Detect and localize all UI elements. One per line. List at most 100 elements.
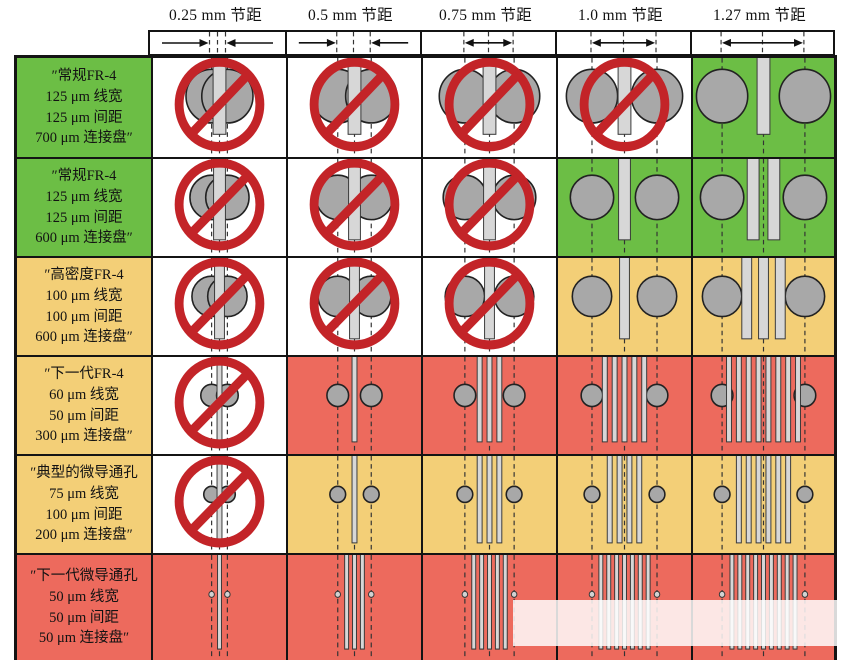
trace-bar bbox=[741, 258, 753, 340]
trace-bar bbox=[351, 456, 358, 544]
pitch-indicator-5 bbox=[690, 32, 833, 54]
trace-bar bbox=[631, 357, 638, 443]
trace-bar bbox=[785, 456, 792, 544]
matrix-cell-r1c5 bbox=[691, 58, 834, 157]
trace-bar bbox=[636, 456, 643, 544]
escape-routing-drawing bbox=[288, 58, 421, 157]
column-title-3: 0.75 mm 节距 bbox=[439, 7, 532, 24]
trace-bar bbox=[753, 555, 759, 650]
trace-bar bbox=[486, 456, 493, 544]
escape-routing-drawing bbox=[693, 555, 834, 660]
pitch-arrow-icon bbox=[463, 32, 514, 54]
trace-bar bbox=[611, 357, 618, 443]
matrix-cell-r5c4 bbox=[556, 454, 691, 553]
trace-bar bbox=[359, 555, 365, 650]
matrix-cell-r6c5 bbox=[691, 553, 834, 660]
matrix-cell-r3c4 bbox=[556, 256, 691, 355]
trace-bar bbox=[756, 58, 771, 135]
matrix-cell-r6c1 bbox=[151, 553, 286, 660]
escape-routing-drawing bbox=[423, 58, 556, 157]
row-label-5: ″典型的微导通孔 75 μm 线宽 100 μm 间距 200 μm 连接盘″ bbox=[17, 454, 151, 553]
matrix-cell-r5c3 bbox=[421, 454, 556, 553]
prohibition-icon bbox=[174, 357, 265, 449]
trace-bar bbox=[785, 357, 792, 443]
matrix-cell-r2c5 bbox=[691, 157, 834, 256]
escape-routing-drawing bbox=[423, 159, 556, 256]
trace-bar bbox=[487, 555, 492, 650]
trace-bar bbox=[344, 555, 350, 650]
escape-routing-drawing bbox=[288, 456, 421, 553]
matrix-cell-r5c5 bbox=[691, 454, 834, 553]
pitch-header-band bbox=[148, 30, 835, 56]
trace-bar bbox=[471, 555, 477, 650]
escape-routing-drawing bbox=[153, 456, 286, 553]
prohibition-icon bbox=[174, 456, 265, 548]
trace-bar bbox=[758, 258, 769, 340]
prohibition-icon bbox=[309, 258, 400, 350]
matrix-cell-r3c1 bbox=[151, 256, 286, 355]
escape-routing-drawing bbox=[153, 555, 286, 660]
trace-bar bbox=[496, 456, 503, 544]
trace-bar bbox=[621, 357, 628, 443]
matrix-cell-r3c2 bbox=[286, 256, 421, 355]
pitch-indicator-3 bbox=[420, 32, 555, 54]
pitch-arrow-icon bbox=[162, 32, 273, 54]
trace-bar bbox=[737, 555, 743, 650]
trace-bar bbox=[784, 555, 790, 650]
trace-bar bbox=[641, 357, 648, 443]
prohibition-icon bbox=[444, 58, 535, 152]
trace-bar bbox=[735, 357, 742, 443]
trace-bar bbox=[767, 159, 781, 241]
matrix-cell-r3c3 bbox=[421, 256, 556, 355]
escape-routing-drawing bbox=[423, 555, 556, 660]
trace-bar bbox=[726, 357, 732, 443]
escape-routing-drawing bbox=[153, 258, 286, 355]
matrix-cell-r1c1 bbox=[151, 58, 286, 157]
trace-bar bbox=[745, 357, 752, 443]
trace-bar bbox=[476, 357, 483, 443]
trace-bar bbox=[494, 555, 500, 650]
trace-bar bbox=[629, 555, 635, 650]
escape-routing-drawing bbox=[558, 58, 691, 157]
trace-bar bbox=[496, 357, 503, 443]
prohibition-icon bbox=[309, 159, 400, 251]
prohibition-icon bbox=[174, 159, 265, 251]
escape-routing-drawing bbox=[153, 159, 286, 256]
trace-bar bbox=[735, 456, 742, 544]
trace-bar bbox=[352, 555, 357, 650]
column-title-2: 0.5 mm 节距 bbox=[308, 7, 393, 24]
trace-bar bbox=[618, 159, 631, 241]
trace-bar bbox=[775, 357, 782, 443]
trace-bar bbox=[755, 456, 762, 544]
escape-routing-drawing bbox=[693, 456, 834, 553]
prohibition-icon bbox=[444, 159, 535, 251]
matrix-cell-r2c1 bbox=[151, 157, 286, 256]
matrix-cell-r5c2 bbox=[286, 454, 421, 553]
matrix-cell-r1c3 bbox=[421, 58, 556, 157]
escape-routing-drawing bbox=[423, 258, 556, 355]
matrix-cell-r4c1 bbox=[151, 355, 286, 454]
trace-bar bbox=[502, 555, 508, 650]
trace-bar bbox=[776, 555, 782, 650]
pitch-indicator-4 bbox=[555, 32, 690, 54]
column-title-4: 1.0 mm 节距 bbox=[578, 7, 663, 24]
trace-bar bbox=[606, 456, 613, 544]
trace-bar bbox=[486, 357, 493, 443]
row-label-6: ″下一代微导通孔 50 μm 线宽 50 μm 间距 50 μm 连接盘″ bbox=[17, 553, 151, 660]
escape-routing-drawing bbox=[693, 159, 834, 256]
trace-bar bbox=[768, 555, 774, 650]
trace-bar bbox=[792, 555, 798, 650]
trace-bar bbox=[479, 555, 485, 650]
escape-routing-drawing bbox=[288, 159, 421, 256]
matrix-cell-r6c4 bbox=[556, 553, 691, 660]
escape-routing-drawing bbox=[153, 357, 286, 454]
trace-bar bbox=[616, 456, 623, 544]
trace-bar bbox=[761, 555, 766, 650]
trace-bar bbox=[626, 456, 633, 544]
escape-routing-drawing bbox=[288, 357, 421, 454]
escape-routing-drawing bbox=[423, 456, 556, 553]
trace-bar bbox=[729, 555, 735, 650]
trace-bar bbox=[637, 555, 643, 650]
escape-routing-drawing bbox=[153, 58, 286, 157]
